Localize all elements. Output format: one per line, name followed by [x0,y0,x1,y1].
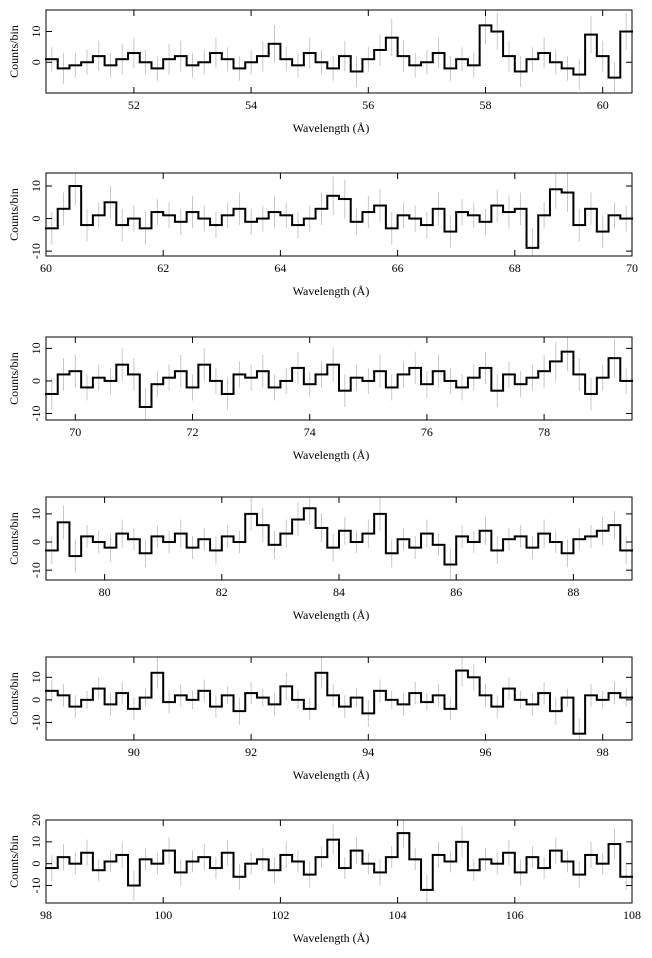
x-tick-label: 66 [392,261,404,275]
panel: 70 72 74 76 78 -10 0 10 Wavelength (Å) Counts/bin [7,336,633,462]
y-tick-label: 0 [29,539,43,545]
plot-frame [45,656,633,741]
x-axis-label: Wavelength (Å) [293,768,370,782]
y-tick-label: -10 [29,878,43,894]
x-tick-label: 82 [216,585,228,599]
x-tick-label: 70 [69,425,81,439]
x-tick-label: 98 [40,908,52,922]
y-tick-label: 0 [29,216,43,222]
x-tick-label: 78 [538,425,550,439]
x-tick-label: 64 [274,261,286,275]
plot-frame [45,172,633,257]
panel: 80 82 84 86 88 -10 0 10 Wavelength (Å) Counts/bin [7,496,633,622]
x-tick-label: 70 [626,261,638,275]
x-axis-label: Wavelength (Å) [293,931,370,945]
x-tick-label: 62 [157,261,169,275]
x-tick-label: 88 [567,585,579,599]
y-tick-label: -10 [29,714,43,730]
x-tick-label: 80 [99,585,111,599]
y-axis-label: Counts/bin [7,835,21,888]
x-tick-label: 94 [362,745,374,759]
x-tick-label: 54 [245,98,257,112]
x-tick-label: 102 [271,908,289,922]
y-axis-label: Counts/bin [7,512,21,565]
y-tick-label: 10 [29,26,43,38]
y-tick-label: -10 [29,562,43,578]
x-axis-label: Wavelength (Å) [293,284,370,298]
x-axis-label: Wavelength (Å) [293,121,370,135]
x-tick-label: 76 [421,425,433,439]
panel: 52 54 56 58 60 0 10 Wavelength (Å) Counts/bin [7,9,633,135]
x-tick-label: 52 [128,98,140,112]
panel: 60 62 64 66 68 70 -10 0 10 Wavelength (Å) Counts/b… [7,172,638,298]
x-tick-label: 92 [245,745,257,759]
x-tick-label: 84 [333,585,345,599]
x-tick-label: 60 [597,98,609,112]
x-tick-label: 108 [623,908,641,922]
x-tick-label: 56 [362,98,374,112]
y-tick-label: 10 [29,342,43,354]
y-tick-label: -10 [29,243,43,259]
x-tick-label: 86 [450,585,462,599]
y-tick-label: 10 [29,836,43,848]
y-tick-label: 0 [29,59,43,65]
y-axis-label: Counts/bin [7,352,21,405]
x-tick-label: 104 [389,908,407,922]
plot-frame [45,819,633,904]
y-tick-label: 0 [29,378,43,384]
y-tick-label: 0 [29,861,43,867]
x-tick-label: 58 [480,98,492,112]
x-axis-label: Wavelength (Å) [293,608,370,622]
x-tick-label: 72 [187,425,199,439]
x-tick-label: 98 [597,745,609,759]
y-axis-label: Counts/bin [7,25,21,78]
x-tick-label: 90 [128,745,140,759]
plot-frame [45,9,633,94]
y-axis-label: Counts/bin [7,188,21,241]
y-tick-label: 20 [29,814,43,826]
y-tick-label: 10 [29,671,43,683]
y-tick-label: 0 [29,697,43,703]
x-tick-label: 68 [509,261,521,275]
x-tick-label: 106 [506,908,524,922]
panel: 90 92 94 96 98 -10 0 10 Wavelength (Å) Counts/bin [7,656,633,782]
y-tick-label: 10 [29,180,43,192]
x-tick-label: 100 [154,908,172,922]
plot-frame [45,336,633,421]
x-tick-label: 60 [40,261,52,275]
y-tick-label: 10 [29,508,43,520]
y-tick-label: -10 [29,405,43,421]
y-axis-label: Counts/bin [7,672,21,725]
x-tick-label: 74 [304,425,316,439]
panel: 98 100 102 104 106 108 -10 0 10 20 Wavelength (Å) C… [7,814,641,945]
x-axis-label: Wavelength (Å) [293,448,370,462]
x-tick-label: 96 [480,745,492,759]
